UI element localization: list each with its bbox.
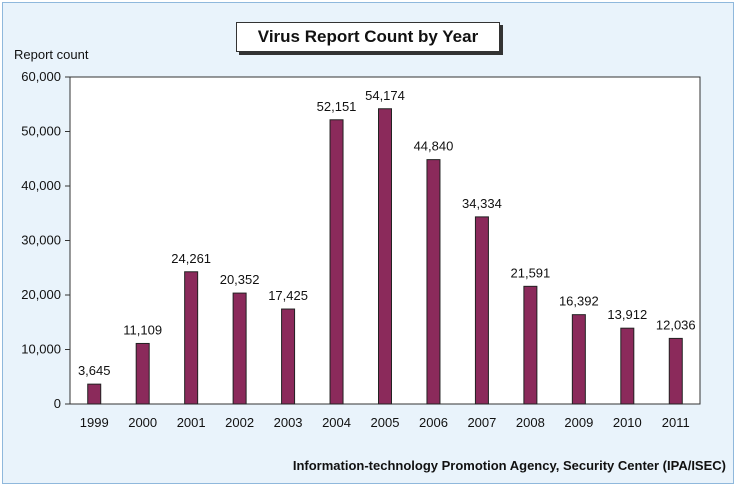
y-tick-label: 10,000 bbox=[21, 342, 61, 357]
x-tick-label-2004: 2004 bbox=[322, 415, 351, 430]
data-label-2008: 21,591 bbox=[511, 265, 551, 280]
bar-2004 bbox=[329, 119, 344, 405]
x-tick-label-2001: 2001 bbox=[177, 415, 206, 430]
x-axis: 1999 2000 2001 2002 2003 2004 2005 2006 2007 2008… bbox=[80, 415, 690, 430]
bar-1999 bbox=[87, 383, 102, 405]
x-tick-label-2007: 2007 bbox=[467, 415, 496, 430]
x-tick-label-2011: 2011 bbox=[662, 415, 690, 430]
y-tick-label: 30,000 bbox=[21, 233, 61, 248]
bar-2011 bbox=[668, 337, 683, 405]
data-labels: 3,645 11,109 24,261 20,352 17,425 52,151 54,17… bbox=[78, 88, 696, 378]
bar-2006 bbox=[426, 159, 441, 405]
y-tick-label: 50,000 bbox=[21, 124, 61, 139]
x-tick-label-2002: 2002 bbox=[225, 415, 254, 430]
bar-2002 bbox=[232, 292, 247, 405]
bar-2007 bbox=[474, 216, 489, 405]
bar-2003 bbox=[281, 308, 296, 405]
x-tick-label-2005: 2005 bbox=[371, 415, 400, 430]
source-note: Information-technology Promotion Agency,… bbox=[292, 458, 726, 473]
y-tick-label: 0 bbox=[54, 396, 61, 411]
y-tick-label: 20,000 bbox=[21, 287, 61, 302]
bar-2008 bbox=[523, 285, 538, 405]
data-label-2009: 16,392 bbox=[559, 294, 599, 309]
x-tick-label-2003: 2003 bbox=[274, 415, 303, 430]
y-axis: 0 10,000 20,000 30,000 40,000 50,000 60,000 bbox=[21, 69, 70, 411]
x-tick-label-2010: 2010 bbox=[613, 415, 642, 430]
x-tick-label-2008: 2008 bbox=[516, 415, 545, 430]
bar-2010 bbox=[620, 327, 635, 405]
data-label-2011: 12,036 bbox=[656, 317, 696, 332]
data-label-2001: 24,261 bbox=[171, 251, 211, 266]
data-label-2004: 52,151 bbox=[317, 99, 357, 114]
chart-title: Virus Report Count by Year bbox=[236, 22, 500, 52]
data-label-2002: 20,352 bbox=[220, 272, 260, 287]
y-tick-label: 60,000 bbox=[21, 69, 61, 84]
x-tick-label-1999: 1999 bbox=[80, 415, 109, 430]
data-label-2003: 17,425 bbox=[268, 288, 308, 303]
bar-2009 bbox=[571, 314, 586, 405]
y-axis-label: Report count bbox=[14, 47, 89, 62]
x-tick-label-2009: 2009 bbox=[564, 415, 593, 430]
data-label-2006: 44,840 bbox=[414, 139, 454, 154]
data-label-2007: 34,334 bbox=[462, 196, 502, 211]
bar-2005 bbox=[378, 108, 392, 405]
bars bbox=[87, 108, 683, 405]
bar-2000 bbox=[135, 342, 150, 405]
data-label-2000: 11,109 bbox=[123, 322, 162, 337]
data-label-2005: 54,174 bbox=[365, 88, 405, 103]
data-label-1999: 3,645 bbox=[78, 363, 111, 378]
bar-2001 bbox=[184, 271, 199, 405]
x-tick-label-2000: 2000 bbox=[128, 415, 157, 430]
x-tick-label-2006: 2006 bbox=[419, 415, 448, 430]
y-tick-label: 40,000 bbox=[21, 178, 61, 193]
data-label-2010: 13,912 bbox=[607, 307, 647, 322]
